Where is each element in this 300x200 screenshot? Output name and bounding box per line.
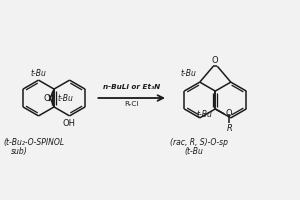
Text: (t-Bu: (t-Bu bbox=[185, 147, 204, 156]
Text: O: O bbox=[44, 94, 51, 103]
Text: sub): sub) bbox=[11, 147, 27, 156]
Text: t-Bu: t-Bu bbox=[196, 110, 212, 119]
Text: t-Bu: t-Bu bbox=[57, 94, 73, 103]
Text: n-BuLi or Et₃N: n-BuLi or Et₃N bbox=[103, 84, 160, 90]
Text: O: O bbox=[225, 109, 232, 118]
Text: R: R bbox=[226, 124, 232, 133]
Text: (t-Bu₂-O-SPINOL: (t-Bu₂-O-SPINOL bbox=[4, 138, 65, 147]
Text: O: O bbox=[212, 56, 219, 65]
Text: OH: OH bbox=[62, 119, 75, 128]
Text: t-Bu: t-Bu bbox=[181, 69, 197, 78]
Text: R-Cl: R-Cl bbox=[124, 101, 139, 107]
Text: t-Bu: t-Bu bbox=[31, 69, 46, 78]
Text: (rac, R, S)-O-sp: (rac, R, S)-O-sp bbox=[170, 138, 228, 147]
